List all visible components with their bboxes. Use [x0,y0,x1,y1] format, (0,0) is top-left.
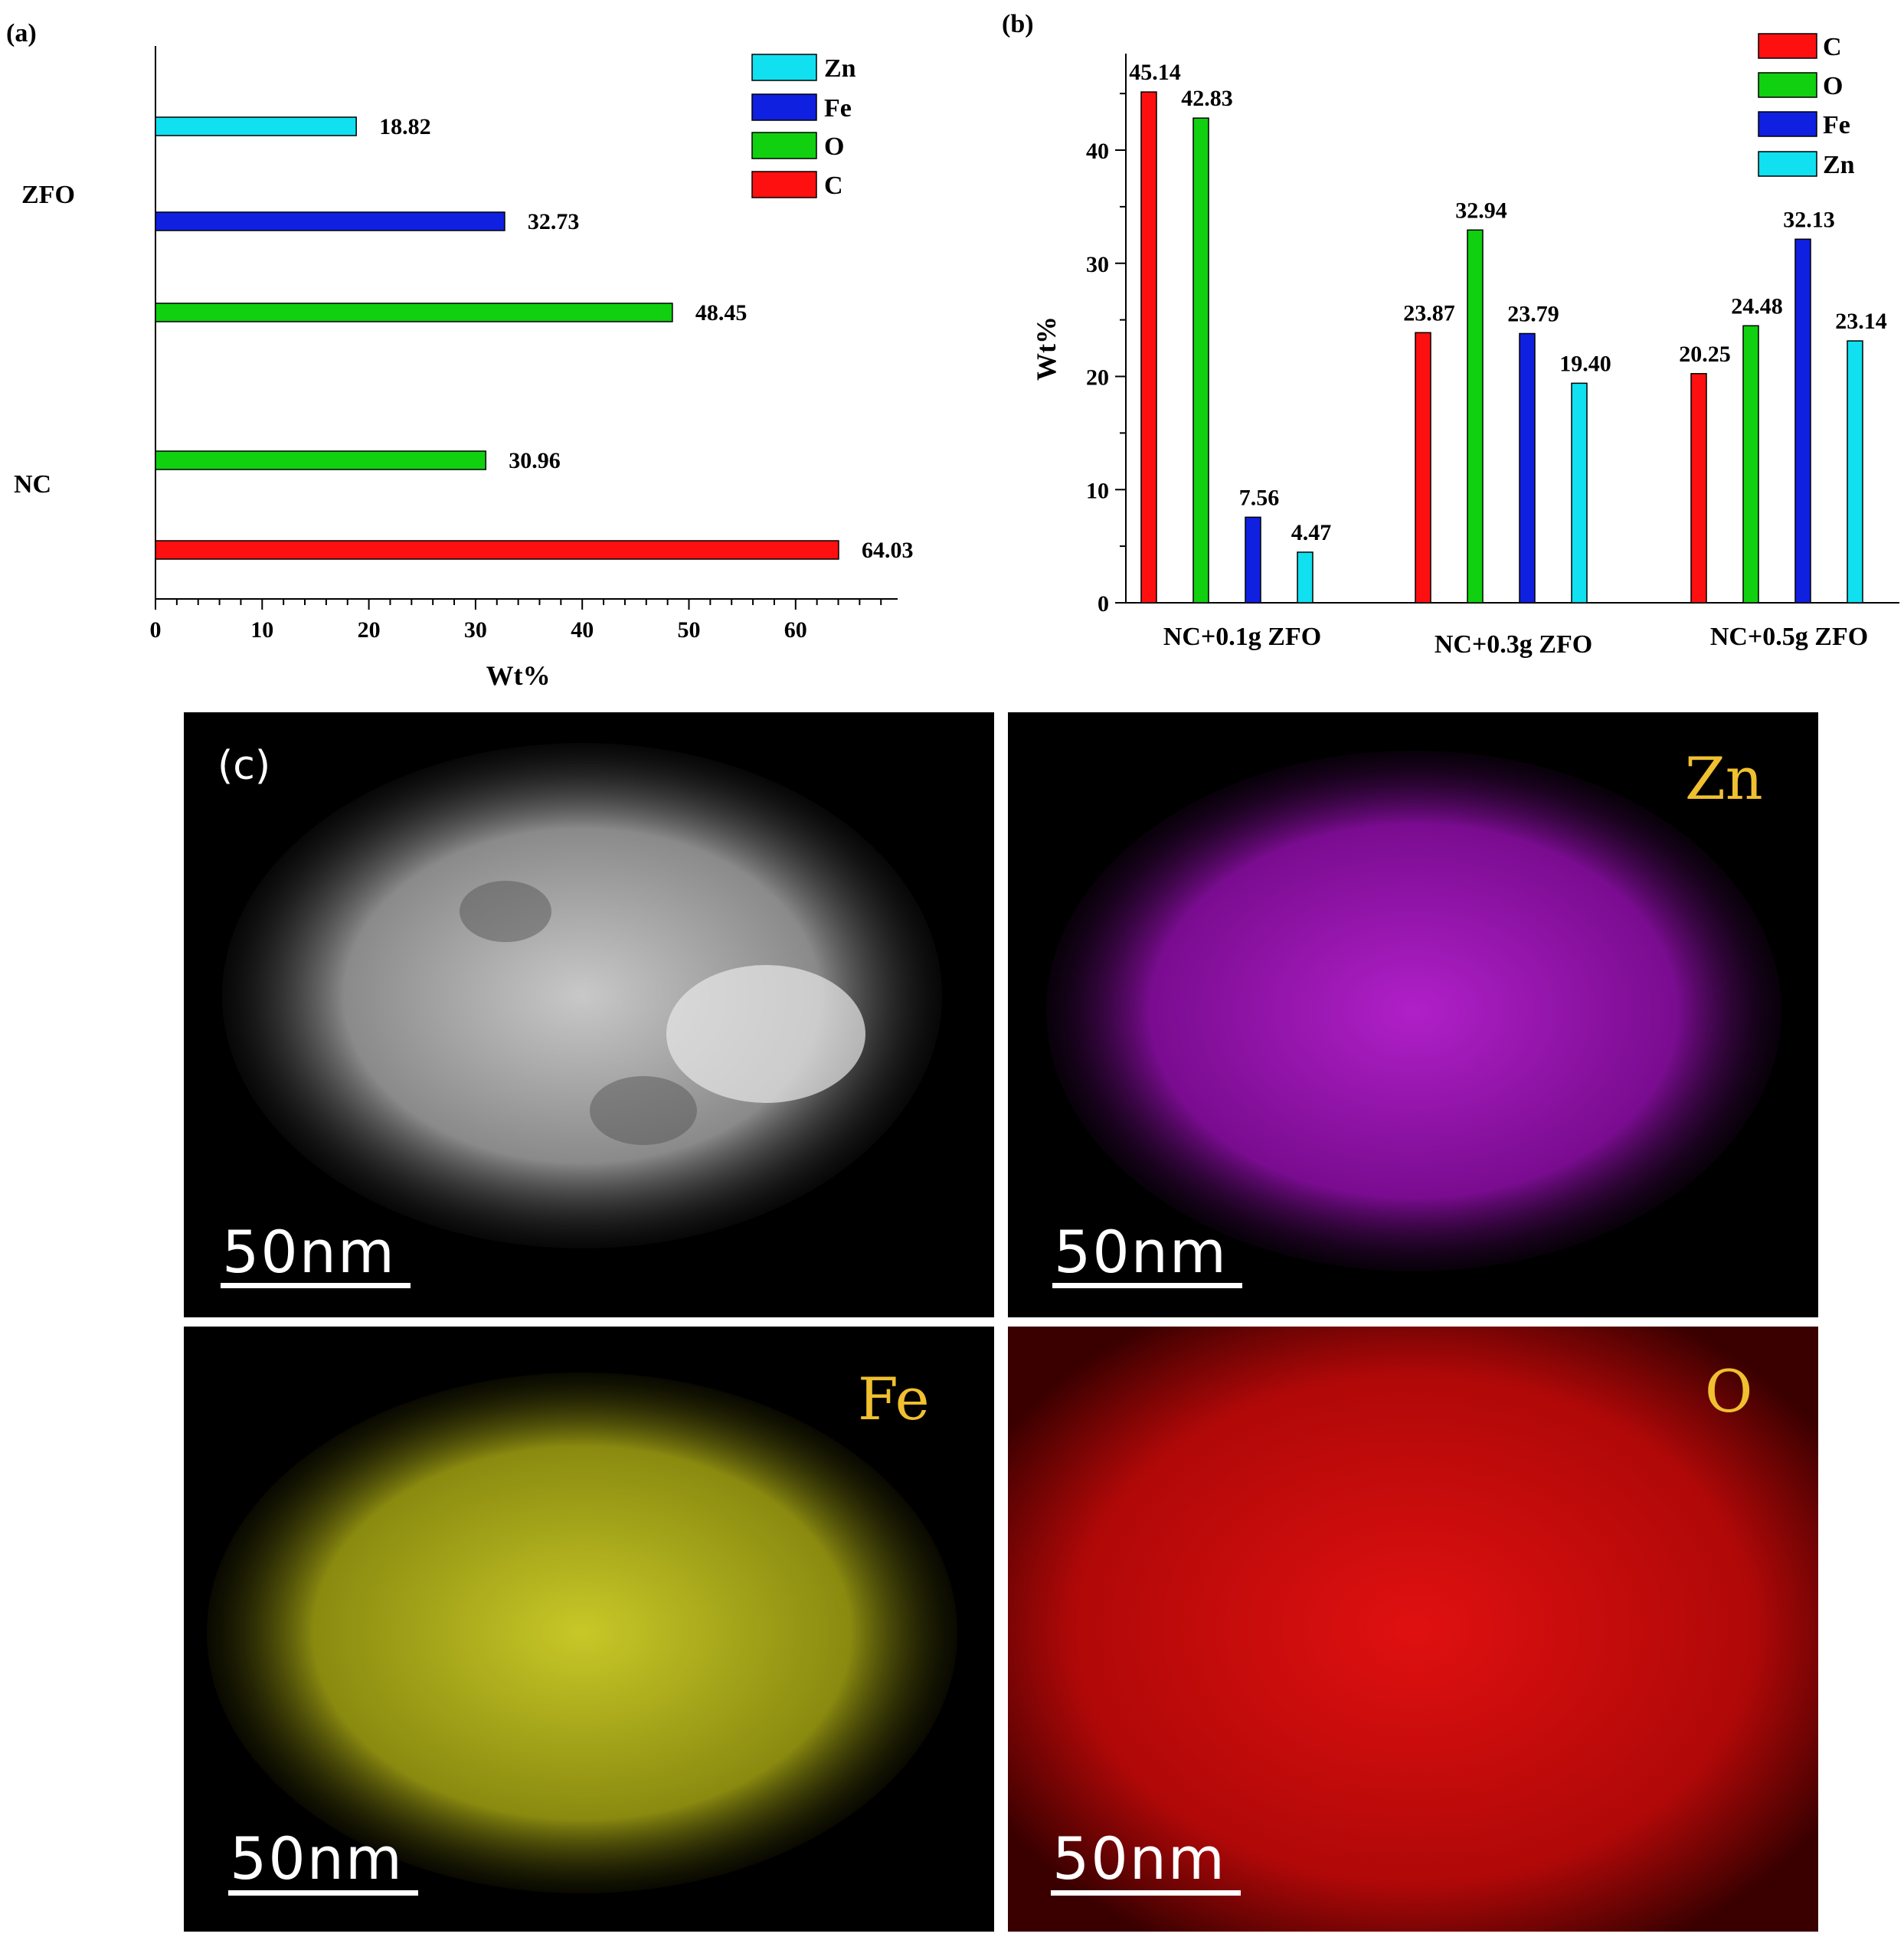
legend-label-fe: Fe [824,94,852,123]
map-o: O 50nm [1008,1327,1818,1932]
panel-label-c: (c) [218,743,271,789]
bar-o-1 [1467,229,1484,604]
element-label-o: O [1705,1357,1753,1425]
scale-label: 50nm [222,1218,396,1286]
bar-zfo-fe [155,211,505,231]
category-label: NC+0.1g ZFO [1163,623,1321,651]
y-axis-title: Wt% [1031,316,1062,381]
y-tick-label: 10 [1086,478,1109,503]
data-label: 19.40 [1559,351,1611,376]
category-label: NC+0.3g ZFO [1435,630,1592,659]
data-label: 42.83 [1181,86,1233,111]
data-label: 18.82 [379,114,431,139]
legend-label-o: O [824,133,844,161]
legend-swatch-fe [1758,111,1817,137]
bar-nc-c [155,540,839,560]
legend-label-o: O [1823,72,1843,100]
data-label: 32.13 [1783,207,1835,232]
zn-map-image [1046,751,1781,1271]
micrograph-haadf: (c) 50nm [184,712,994,1317]
data-label: 64.03 [862,538,914,563]
x-tick-label: 40 [571,617,594,643]
fe-map-image [207,1373,957,1893]
data-label: 32.94 [1455,198,1507,223]
group-label-nc: NC [14,470,51,499]
haadf-image [222,743,942,1248]
element-label-zn: Zn [1685,744,1763,813]
data-label: 23.87 [1403,300,1455,326]
chart-b: (b) 0 10 20 30 40 Wt% 45.14 23.87 20.25 42.83 32.94… [1002,10,1899,659]
bar-c-0 [1140,91,1157,604]
data-label: 30.96 [509,448,561,473]
x-tick-label: 0 [150,617,162,643]
data-label: 4.47 [1291,520,1332,545]
scale-bar [1052,1283,1242,1288]
element-label-fe: Fe [858,1365,930,1433]
chart-a: (a) 0 10 20 30 40 50 60 Wt% ZFO NC 18.82 32.73 48.45 3… [6,19,914,691]
panel-label-b: (b) [1002,10,1034,38]
legend-swatch-zn [751,54,817,81]
legend-swatch-zn [1758,151,1817,177]
x-tick-label: 30 [464,617,487,643]
bar-zfo-o [155,303,673,322]
x-tick-label: 50 [678,617,701,643]
legend-swatch-c [751,171,817,198]
x-tick-label: 60 [784,617,807,643]
bar-c-2 [1690,373,1707,604]
data-label: 23.14 [1835,309,1887,334]
legend-label-c: C [1823,33,1842,61]
x-tick-label: 20 [358,617,381,643]
bar-c-1 [1415,332,1431,604]
legend-label-zn: Zn [824,54,856,83]
legend-swatch-fe [751,93,817,121]
y-tick-label: 40 [1086,139,1109,164]
legend-swatch-o [1758,72,1817,98]
data-label: 24.48 [1731,293,1783,319]
scale-bar [228,1890,418,1896]
x-axis-title: Wt% [486,660,551,691]
map-fe: Fe 50nm [184,1327,994,1932]
legend-swatch-o [751,132,817,159]
data-label: 7.56 [1239,485,1280,510]
bar-zn-0 [1297,551,1313,604]
y-tick-label: 30 [1086,252,1109,277]
data-label: 32.73 [528,209,580,234]
group-label-zfo: ZFO [21,181,75,209]
scale-label: 50nm [230,1824,404,1893]
o-map-image [1008,1327,1818,1932]
legend-label-c: C [824,172,843,200]
scale-bar [1051,1890,1241,1896]
bar-o-2 [1742,325,1759,604]
bar-nc-o [155,450,487,470]
panel-label-a: (a) [6,19,37,47]
scale-bar [221,1283,411,1288]
bar-zn-2 [1847,340,1863,604]
bar-o-0 [1192,117,1209,604]
bar-zn-1 [1571,382,1588,604]
legend-label-zn: Zn [1823,151,1855,179]
data-label: 23.79 [1507,302,1559,327]
data-label: 45.14 [1129,60,1181,85]
bar-fe-1 [1519,332,1536,604]
category-label: NC+0.5g ZFO [1710,623,1868,651]
bar-fe-0 [1245,516,1261,604]
data-label: 48.45 [695,300,748,326]
bar-fe-2 [1794,238,1811,604]
data-label: 20.25 [1679,342,1731,367]
bar-zfo-zn [155,116,357,136]
y-tick-label: 20 [1086,365,1109,391]
legend-swatch-c [1758,33,1817,59]
x-tick-label: 10 [250,617,273,643]
scale-label: 50nm [1052,1824,1226,1893]
y-tick-label: 0 [1098,591,1109,617]
scale-label: 50nm [1054,1218,1228,1286]
legend-label-fe: Fe [1823,111,1850,139]
map-zn: Zn 50nm [1008,712,1818,1317]
